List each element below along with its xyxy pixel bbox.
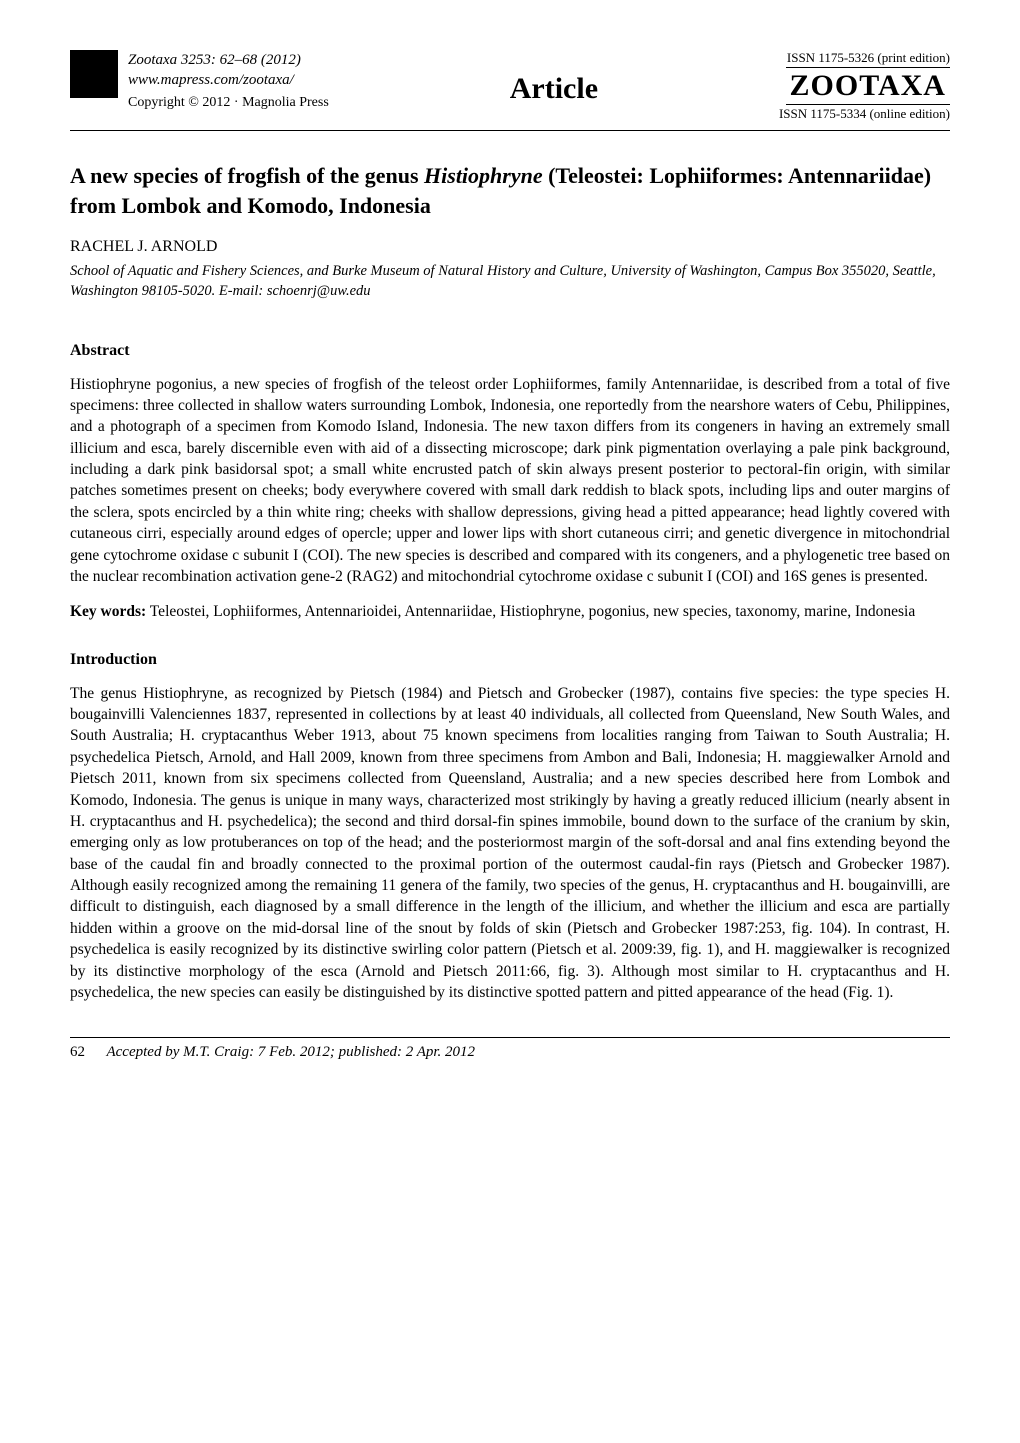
keywords-paragraph: Key words: Teleostei, Lophiiformes, Ante… <box>70 601 950 622</box>
header-left-text-block: Zootaxa 3253: 62–68 (2012) www.mapress.c… <box>128 50 329 111</box>
header-left: Zootaxa 3253: 62–68 (2012) www.mapress.c… <box>70 50 329 111</box>
header-right: ISSN 1175-5326 (print edition) ZOOTAXA I… <box>779 50 950 122</box>
keywords-label: Key words: <box>70 603 146 620</box>
title-genus: Histiophryne <box>424 163 543 188</box>
page-number: 62 <box>70 1044 85 1060</box>
qr-icon <box>70 50 118 98</box>
header-rule <box>70 130 950 131</box>
zootaxa-ref: Zootaxa 3253: 62–68 (2012) <box>128 50 329 70</box>
author-name: RACHEL J. ARNOLD <box>70 238 950 256</box>
page-container: Zootaxa 3253: 62–68 (2012) www.mapress.c… <box>0 0 1020 1101</box>
issn-print: ISSN 1175-5326 (print edition) <box>779 50 950 66</box>
zootaxa-logo: ZOOTAXA <box>786 67 950 105</box>
introduction-heading: Introduction <box>70 651 950 669</box>
issn-online: ISSN 1175-5334 (online edition) <box>779 106 950 122</box>
footer-rule <box>70 1037 950 1038</box>
abstract-heading: Abstract <box>70 342 950 360</box>
accepted-line: Accepted by M.T. Craig: 7 Feb. 2012; pub… <box>106 1044 475 1060</box>
footer: 62 Accepted by M.T. Craig: 7 Feb. 2012; … <box>70 1044 950 1061</box>
abstract-body: Histiophryne pogonius, a new species of … <box>70 374 950 588</box>
article-title: A new species of frogfish of the genus H… <box>70 161 950 220</box>
title-pre: A new species of frogfish of the genus <box>70 163 424 188</box>
journal-url: www.mapress.com/zootaxa/ <box>128 70 329 90</box>
keywords-body: Teleostei, Lophiiformes, Antennarioidei,… <box>146 603 915 620</box>
header-row: Zootaxa 3253: 62–68 (2012) www.mapress.c… <box>70 50 950 122</box>
copyright-line: Copyright © 2012 · Magnolia Press <box>128 95 329 111</box>
article-label: Article <box>510 72 598 106</box>
author-affiliation: School of Aquatic and Fishery Sciences, … <box>70 262 950 301</box>
introduction-body: The genus Histiophryne, as recognized by… <box>70 683 950 1004</box>
